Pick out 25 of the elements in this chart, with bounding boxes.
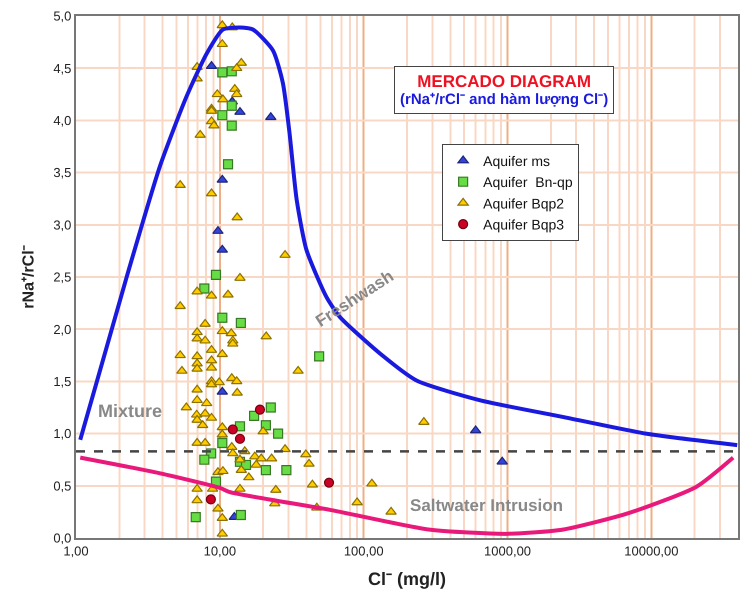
y-tick-label: 4,5 [53,60,72,76]
y-tick-label: 0,0 [53,530,72,546]
y-tick-label: 1,0 [53,426,72,442]
x-tick-label: 1000,00 [484,544,532,559]
y-axis-title: rNa⁺/rCl⁻ [20,244,38,309]
legend-label: Aquifer Bn-qp [483,174,573,190]
x-axis-title: Cl⁻ (mg/l) [368,569,446,590]
y-tick-label: 0,5 [53,478,72,494]
x-tick-label: 1,00 [63,544,89,559]
y-tick-label: 4,0 [53,112,72,128]
y-tick-label: 1,5 [53,374,72,389]
legend-label: Aquifer ms [483,152,550,169]
x-tick-label: 10000,00 [624,544,679,559]
legend-label: Aquifer Bqp2 [483,195,564,212]
text: (rNa⁺/rCl⁻ and hàm lượng Cl⁻) [400,90,608,108]
legend-label: Aquifer Bqp3 [483,216,564,233]
y-tick-label: 2,5 [53,270,72,285]
y-tick-label: 5,0 [53,8,72,24]
x-tick-label: 10,00 [204,544,236,559]
x-tick-label: 100,00 [344,544,384,559]
y-tick-label: 2,0 [53,322,72,337]
text: MERCADO DIAGRAM [417,72,591,91]
y-tick-label: 3,0 [53,217,72,232]
annotation: Mixture [98,401,162,421]
y-tick-label: 3,5 [53,165,72,180]
